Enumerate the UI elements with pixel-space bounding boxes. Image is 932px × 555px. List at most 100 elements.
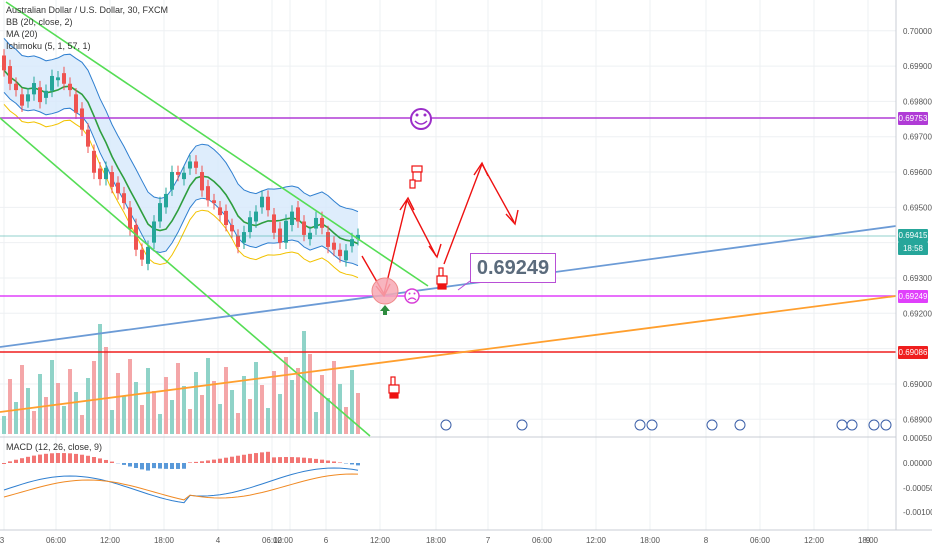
macd-histogram-bar xyxy=(284,457,288,463)
time-axis-tick: 18:00 xyxy=(426,536,447,545)
event-flag-icon[interactable] xyxy=(847,420,857,430)
volume-bar xyxy=(206,358,210,434)
price-tag-current: 0.69415 xyxy=(898,229,928,242)
time-axis-tick: 4 xyxy=(216,536,221,545)
macd-histogram-bar xyxy=(86,456,90,463)
candle-body xyxy=(302,221,306,234)
macd-histogram-bar xyxy=(170,463,174,469)
volume-bar xyxy=(248,399,252,434)
volume-bar xyxy=(164,377,168,434)
candle-body xyxy=(44,91,48,98)
volume-bar xyxy=(74,392,78,434)
price-axis-tick: -0.00100 xyxy=(903,508,932,517)
macd-histogram-bar xyxy=(266,452,270,463)
price-tag-resistance: 0.69753 xyxy=(898,112,928,125)
candle-body xyxy=(194,161,198,167)
macd-histogram-bar xyxy=(164,463,168,469)
candle-body xyxy=(122,193,126,203)
indicator-ichimoku-label[interactable]: Ichimoku (5, 1, 57, 1) xyxy=(6,41,91,52)
macd-histogram-bar xyxy=(140,463,144,469)
event-flag-icon[interactable] xyxy=(647,420,657,430)
candle-body xyxy=(14,84,18,90)
candle-body xyxy=(176,172,180,175)
indicator-ma-label[interactable]: MA (20) xyxy=(6,29,38,40)
volume-bar xyxy=(116,373,120,434)
event-flag-icon[interactable] xyxy=(517,420,527,430)
macd-histogram-bar xyxy=(212,460,216,463)
macd-histogram-bar xyxy=(230,457,234,463)
price-axis-tick: 0.69800 xyxy=(903,97,932,106)
event-flag-icon[interactable] xyxy=(707,420,717,430)
macd-histogram-bar xyxy=(8,461,12,463)
macd-histogram-bar xyxy=(56,453,60,463)
event-flag-icon[interactable] xyxy=(441,420,451,430)
event-flag-icon[interactable] xyxy=(735,420,745,430)
volume-bar xyxy=(260,385,264,434)
volume-bar xyxy=(194,372,198,434)
macd-histogram-bar xyxy=(320,460,324,463)
price-axis-tick: 0.68900 xyxy=(903,415,932,424)
candle-body xyxy=(86,130,90,147)
volume-bar xyxy=(284,357,288,434)
event-flag-icon[interactable] xyxy=(635,420,645,430)
volume-bar xyxy=(134,382,138,434)
volume-bar xyxy=(68,369,72,434)
grid xyxy=(0,0,896,530)
candle-body xyxy=(314,218,318,229)
volume-bar xyxy=(8,379,12,434)
macd-histogram-bar xyxy=(98,458,102,463)
macd-histogram-bar xyxy=(290,457,294,463)
volume-bar xyxy=(350,370,354,434)
event-flag-icon[interactable] xyxy=(837,420,847,430)
hand-pointer-up-icon xyxy=(389,377,399,398)
price-callout[interactable]: 0.69249 xyxy=(470,253,556,283)
macd-histogram-bar xyxy=(20,458,24,463)
event-flag-icon[interactable] xyxy=(869,420,879,430)
candle-body xyxy=(146,247,150,264)
volume-bar xyxy=(158,414,162,434)
candle-body xyxy=(68,84,72,90)
symbol-title[interactable]: Australian Dollar / U.S. Dollar, 30, FXC… xyxy=(6,5,168,16)
highlight-circle[interactable] xyxy=(372,278,398,304)
volume-bar xyxy=(200,395,204,434)
price-axis[interactable]: 0.700000.699000.698000.697000.696000.695… xyxy=(903,27,932,517)
volume-bar xyxy=(80,415,84,434)
time-axis-tick: 12:00 xyxy=(100,536,121,545)
macd-histogram-bar xyxy=(152,463,156,468)
candle-body xyxy=(140,250,144,260)
candle-body xyxy=(50,76,54,91)
event-flag-icon[interactable] xyxy=(881,420,891,430)
indicator-bb-label[interactable]: BB (20, close, 2) xyxy=(6,17,73,28)
macd-histogram-bar xyxy=(206,460,210,463)
volume-bar xyxy=(26,388,30,434)
macd-histogram-bar xyxy=(224,458,228,463)
macd-histogram-bar xyxy=(32,456,36,463)
volume-bar xyxy=(254,362,258,434)
volume-bar xyxy=(170,400,174,434)
volume-bar xyxy=(272,371,276,434)
candle-body xyxy=(98,169,102,180)
projection-path-2[interactable] xyxy=(407,200,436,256)
indicator-macd-label[interactable]: MACD (12, 26, close, 9) xyxy=(6,442,102,453)
macd-histogram-bar xyxy=(92,457,96,463)
macd-histogram-bar xyxy=(182,463,186,469)
price-tag-support: 0.69249 xyxy=(898,290,928,303)
time-axis-tick: 3 xyxy=(0,536,5,545)
candle-body xyxy=(56,77,60,80)
projection-path-3[interactable] xyxy=(444,164,514,264)
macd-histogram-bar xyxy=(302,458,306,463)
candle-body xyxy=(74,94,78,112)
candle-body xyxy=(332,243,336,250)
candle-body xyxy=(170,172,174,190)
candle-body xyxy=(230,225,234,231)
volume-bar xyxy=(176,363,180,434)
macd-histogram-bar xyxy=(80,455,84,463)
macd-histogram-bar xyxy=(44,454,48,463)
arrow-head-up-icon xyxy=(474,163,488,176)
macd-histogram-bar xyxy=(26,457,30,463)
candle-body xyxy=(128,207,132,229)
volume-bar xyxy=(50,360,54,434)
